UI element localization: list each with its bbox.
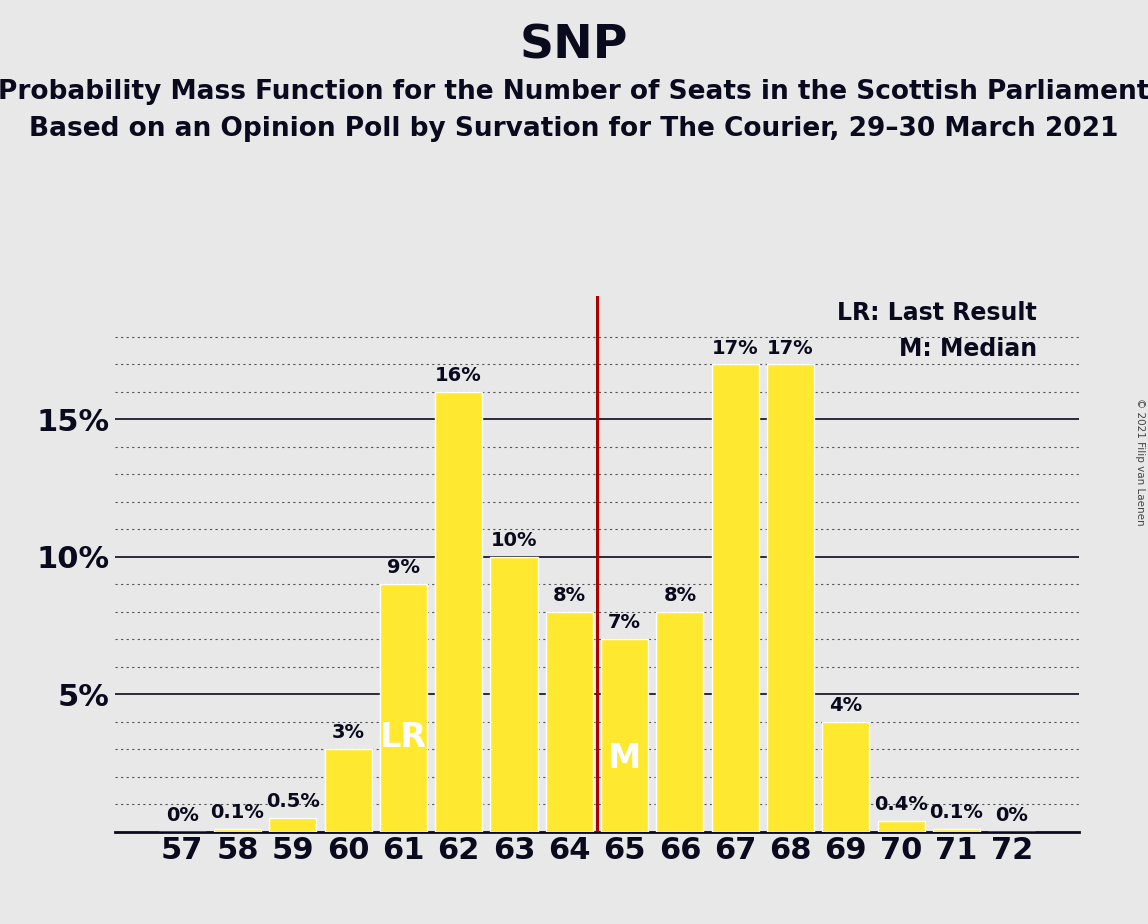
- Text: M: Median: M: Median: [899, 337, 1037, 361]
- Bar: [767, 364, 814, 832]
- Text: Based on an Opinion Poll by Survation for The Courier, 29–30 March 2021: Based on an Opinion Poll by Survation fo…: [29, 116, 1119, 141]
- Bar: [270, 818, 316, 832]
- Bar: [545, 612, 592, 832]
- Text: 8%: 8%: [552, 586, 585, 605]
- Text: 4%: 4%: [829, 696, 862, 715]
- Text: 10%: 10%: [490, 531, 537, 550]
- Text: 0.5%: 0.5%: [266, 792, 319, 811]
- Text: 17%: 17%: [767, 338, 814, 358]
- Text: 0.1%: 0.1%: [210, 803, 264, 822]
- Text: LR: LR: [380, 721, 427, 754]
- Text: M: M: [608, 742, 642, 775]
- Bar: [657, 612, 704, 832]
- Text: 8%: 8%: [664, 586, 697, 605]
- Text: 16%: 16%: [435, 366, 482, 385]
- Bar: [435, 392, 482, 832]
- Text: 0.1%: 0.1%: [930, 803, 984, 822]
- Bar: [490, 557, 537, 832]
- Text: 3%: 3%: [332, 723, 365, 742]
- Text: 0.4%: 0.4%: [875, 795, 928, 814]
- Text: 0%: 0%: [165, 806, 199, 825]
- Text: LR: Last Result: LR: Last Result: [837, 301, 1037, 325]
- Text: 9%: 9%: [387, 558, 420, 578]
- Bar: [325, 749, 372, 832]
- Text: SNP: SNP: [520, 23, 628, 68]
- Text: 7%: 7%: [608, 614, 641, 632]
- Bar: [822, 722, 869, 832]
- Bar: [214, 829, 261, 832]
- Bar: [878, 821, 924, 832]
- Bar: [380, 584, 427, 832]
- Text: Probability Mass Function for the Number of Seats in the Scottish Parliament: Probability Mass Function for the Number…: [0, 79, 1148, 104]
- Bar: [712, 364, 759, 832]
- Text: © 2021 Filip van Laenen: © 2021 Filip van Laenen: [1135, 398, 1145, 526]
- Bar: [933, 829, 980, 832]
- Text: 17%: 17%: [712, 338, 759, 358]
- Text: 0%: 0%: [995, 806, 1029, 825]
- Bar: [602, 639, 649, 832]
